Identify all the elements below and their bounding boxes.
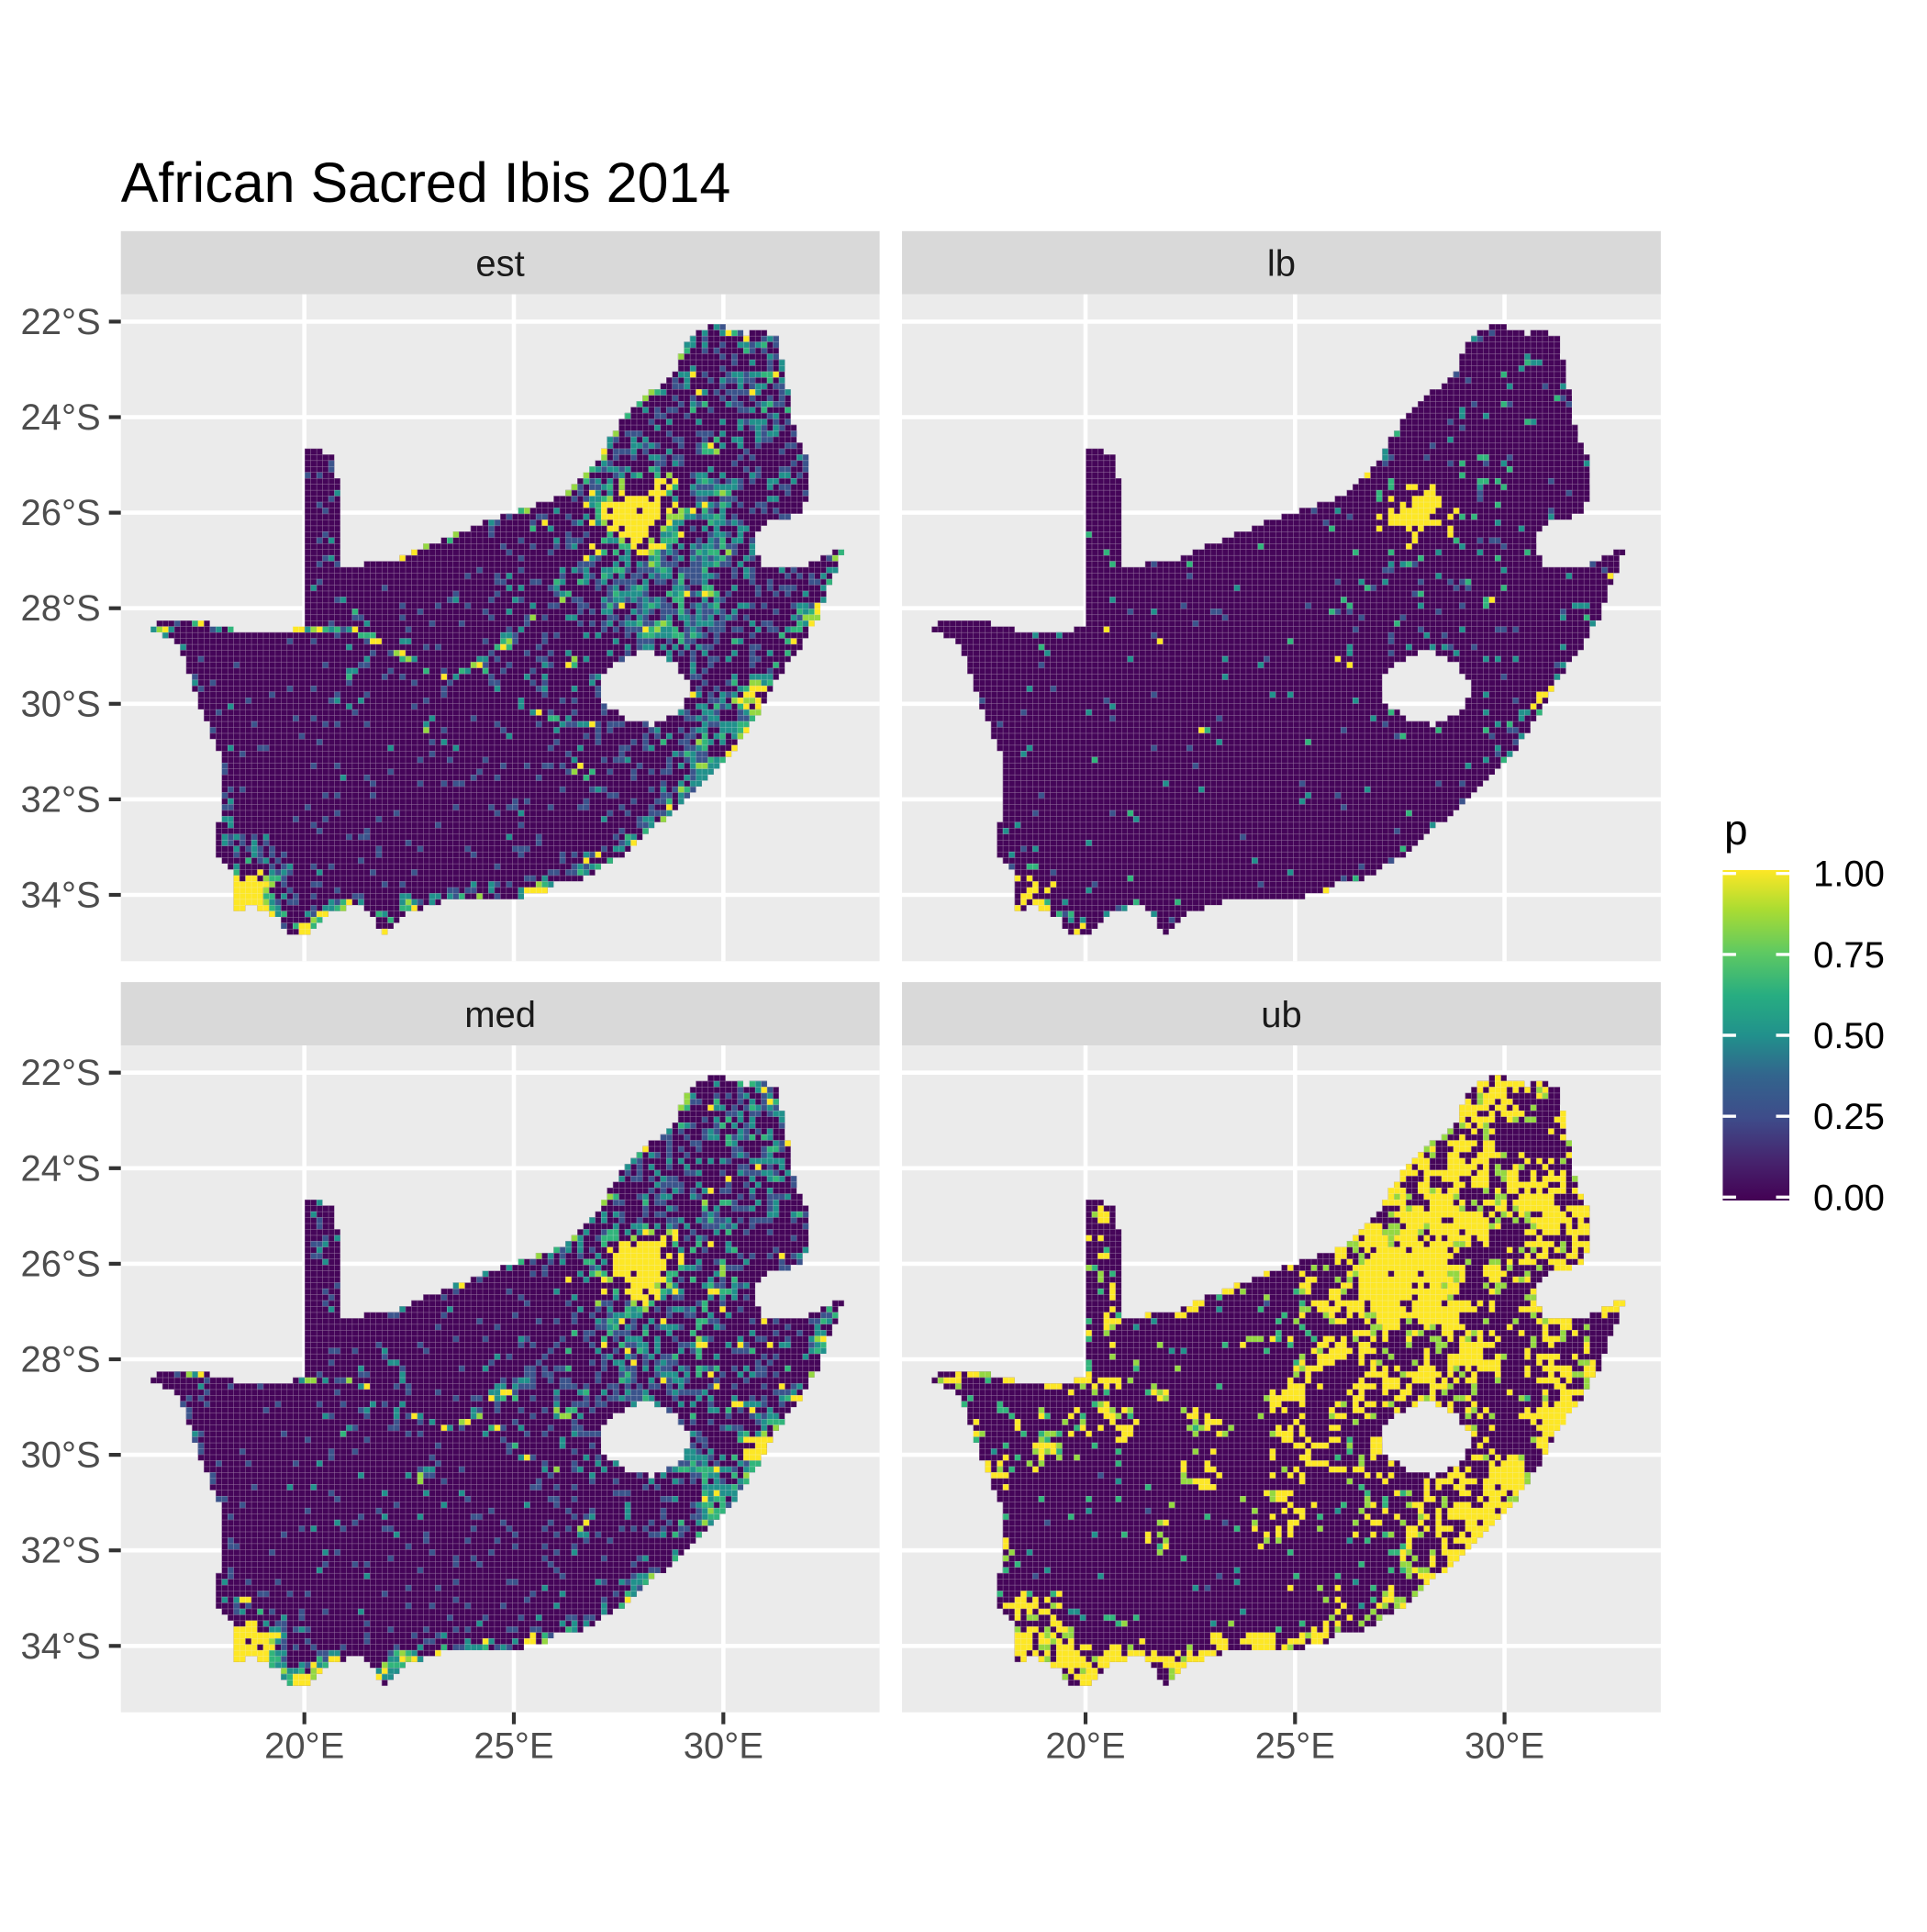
svg-text:24°S: 24°S [21,1148,101,1189]
svg-text:30°E: 30°E [684,1726,763,1767]
svg-text:med: med [464,995,536,1035]
svg-text:African Sacred Ibis 2014: African Sacred Ibis 2014 [121,151,731,214]
svg-text:22°S: 22°S [21,1053,101,1093]
svg-text:34°S: 34°S [21,876,101,916]
svg-text:32°S: 32°S [21,779,101,820]
svg-text:20°E: 20°E [264,1726,344,1767]
svg-text:0.75: 0.75 [1813,935,1885,976]
svg-text:26°S: 26°S [21,1244,101,1284]
svg-text:32°S: 32°S [21,1531,101,1571]
svg-text:30°E: 30°E [1465,1726,1544,1767]
svg-text:p: p [1724,806,1748,854]
svg-text:22°S: 22°S [21,302,101,342]
svg-text:1.00: 1.00 [1813,854,1885,895]
svg-text:lb: lb [1267,244,1296,285]
svg-text:30°S: 30°S [21,1435,101,1476]
svg-text:0.25: 0.25 [1813,1097,1885,1137]
svg-text:ub: ub [1261,995,1302,1035]
svg-text:28°S: 28°S [21,1340,101,1380]
svg-text:0.00: 0.00 [1813,1178,1885,1218]
svg-text:34°S: 34°S [21,1626,101,1667]
svg-text:28°S: 28°S [21,588,101,629]
svg-text:est: est [475,244,524,285]
svg-text:26°S: 26°S [21,493,101,533]
svg-text:30°S: 30°S [21,684,101,724]
svg-text:25°E: 25°E [1255,1726,1335,1767]
svg-text:0.50: 0.50 [1813,1016,1885,1056]
svg-text:25°E: 25°E [473,1726,553,1767]
svg-text:20°E: 20°E [1045,1726,1125,1767]
svg-text:24°S: 24°S [21,397,101,438]
